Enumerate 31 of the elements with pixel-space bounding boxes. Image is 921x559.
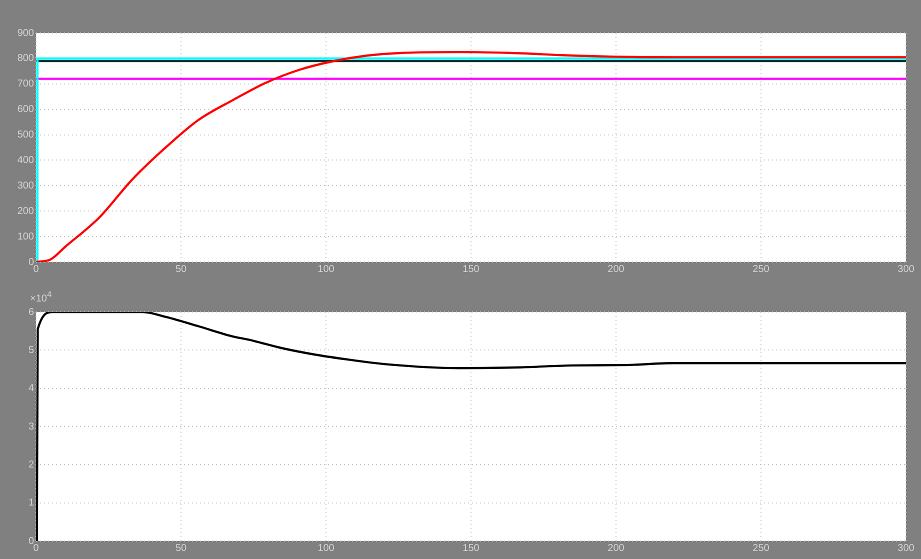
y-tick-label: 5 bbox=[28, 344, 34, 356]
y-tick-label: 700 bbox=[17, 78, 34, 90]
x-tick-label: 200 bbox=[608, 542, 625, 554]
y-tick-label: 500 bbox=[17, 130, 34, 141]
y-tick-label: 4 bbox=[28, 383, 34, 394]
y-tick-label: 0 bbox=[28, 256, 34, 268]
x-tick-label: 100 bbox=[318, 264, 335, 275]
y-tick-label: 100 bbox=[17, 231, 34, 242]
text: ×10$^{4}$ bbox=[30, 289, 52, 304]
x-tick-label: 200 bbox=[608, 264, 625, 275]
y-tick-label: 400 bbox=[17, 154, 34, 166]
x-tick-label: 50 bbox=[175, 542, 187, 554]
x-tick-label: 150 bbox=[462, 264, 480, 275]
y-tick-label: 1 bbox=[28, 498, 34, 509]
y-tick-label: 800 bbox=[17, 53, 34, 64]
y-tick-label: 900 bbox=[17, 28, 34, 39]
x-tick-label: 100 bbox=[318, 542, 335, 554]
y-tick-label: 600 bbox=[17, 104, 34, 116]
x-tick-label: 150 bbox=[462, 542, 480, 554]
y-tick-label: 0 bbox=[28, 536, 34, 547]
x-tick-label: 50 bbox=[175, 264, 187, 275]
y-tick-label: 300 bbox=[17, 180, 34, 192]
y-tick-label: 6 bbox=[28, 306, 34, 318]
line-series bbox=[36, 312, 906, 541]
y-tick-label: 2 bbox=[28, 459, 34, 470]
y-tick-label: 3 bbox=[28, 421, 34, 432]
x-tick-label: 250 bbox=[752, 542, 770, 554]
y-tick-label: 200 bbox=[17, 206, 34, 217]
x-tick-label: 250 bbox=[752, 264, 770, 275]
x-tick-label: 300 bbox=[898, 542, 915, 554]
x-tick-label: 300 bbox=[898, 264, 915, 275]
